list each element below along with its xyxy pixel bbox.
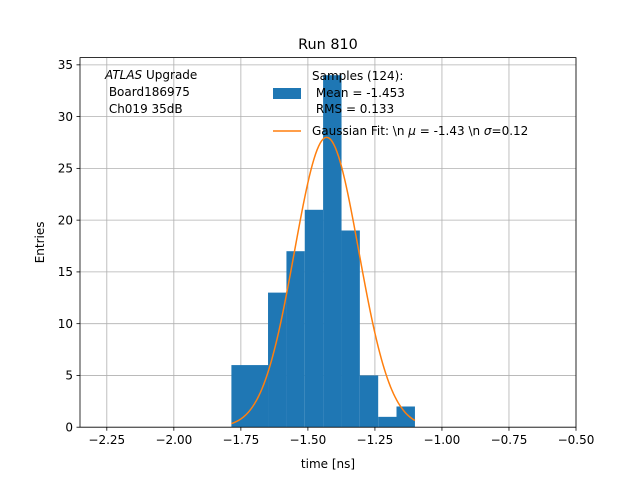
y-axis-label: Entries	[33, 222, 47, 264]
legend-fit-sigma: σ	[484, 124, 492, 138]
y-tick-label: 20	[58, 213, 73, 227]
x-tick-label: −1.00	[424, 433, 461, 447]
annotation-upgrade: Upgrade	[142, 68, 197, 82]
histogram-bar	[304, 209, 324, 428]
y-axis-ticks: 0 5 10 15 20 25 30 35	[58, 58, 80, 435]
annotation-line-2: Board186975	[105, 85, 190, 99]
x-axis-ticks: −2.25 −2.00 −1.75 −1.50 −1.25 −1.00 −0.75 −0.50	[88, 427, 594, 447]
legend-fit-part-1: Gaussian Fit: \n	[312, 124, 408, 138]
atlas-annotation: ATLAS Upgrade Board186975 Ch019 35dB	[104, 68, 197, 116]
histogram-bar	[286, 251, 305, 428]
x-tick-label: −1.50	[290, 433, 327, 447]
histogram-bar	[359, 375, 379, 428]
y-tick-label: 30	[58, 110, 73, 124]
x-tick-label: −0.75	[491, 433, 528, 447]
x-tick-label: −2.25	[88, 433, 125, 447]
y-tick-label: 35	[58, 58, 73, 72]
histogram-bars	[231, 75, 415, 428]
histogram-bar	[378, 416, 397, 428]
histogram-bar	[323, 75, 342, 428]
chart-title: Run 810	[298, 37, 358, 53]
legend-hist-line-3: RMS = 0.133	[312, 102, 394, 116]
annotation-atlas: ATLAS	[104, 68, 143, 82]
histogram-bar	[396, 406, 415, 428]
x-tick-label: −2.00	[155, 433, 192, 447]
histogram-bar	[341, 230, 360, 428]
legend-hist-line-2: Mean = -1.453	[312, 86, 405, 100]
y-tick-label: 25	[58, 162, 73, 176]
legend-hist-line-1: Samples (124):	[312, 69, 403, 83]
histogram-bar	[231, 365, 269, 428]
legend-fit-label: Gaussian Fit: \n μ = -1.43 \n σ=0.12	[312, 124, 528, 138]
legend-hist-swatch	[273, 88, 301, 99]
y-tick-label: 15	[58, 265, 73, 279]
histogram-bar	[268, 292, 287, 428]
plot-frame	[79, 57, 577, 428]
annotation-line-1: ATLAS Upgrade	[104, 68, 197, 82]
x-tick-label: −1.75	[222, 433, 259, 447]
legend: Samples (124): Mean = -1.453 RMS = 0.133…	[273, 69, 528, 138]
gaussian-fit-curve	[231, 136, 416, 425]
y-tick-label: 0	[65, 421, 73, 435]
legend-fit-mu: μ	[407, 124, 416, 138]
x-tick-label: −0.50	[558, 433, 595, 447]
y-tick-label: 10	[58, 317, 73, 331]
x-axis-label: time [ns]	[301, 457, 355, 471]
annotation-line-3: Ch019 35dB	[105, 102, 183, 116]
y-tick-label: 5	[65, 369, 73, 383]
legend-fit-part-3: =0.12	[492, 124, 529, 138]
legend-fit-part-2: = -1.43 \n	[416, 124, 484, 138]
x-tick-label: −1.25	[357, 433, 394, 447]
